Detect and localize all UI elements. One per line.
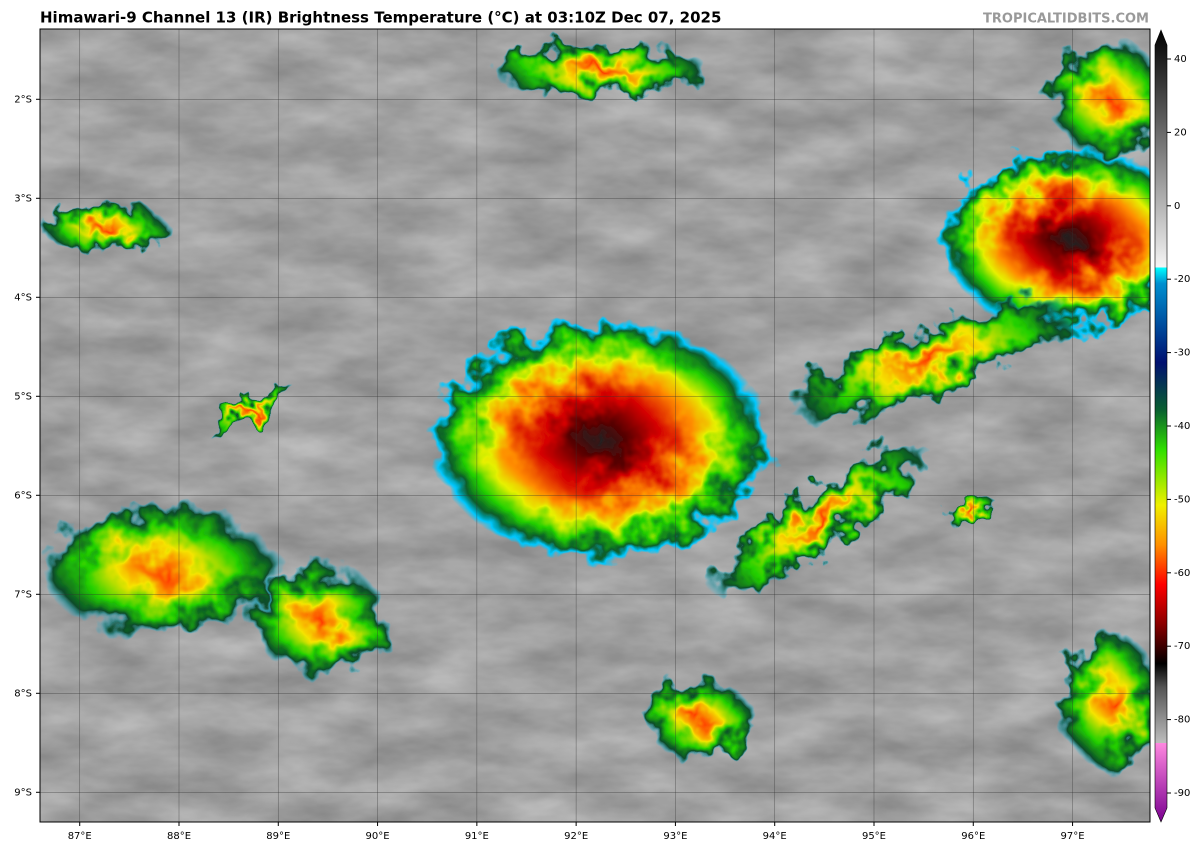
colorbar-label: -60 (1174, 568, 1190, 579)
colorbar-label: 20 (1174, 127, 1187, 138)
colorbar-label: -80 (1174, 715, 1190, 726)
x-tick-label: 87°E (68, 831, 92, 842)
watermark: TROPICALTIDBITS.COM (983, 12, 1149, 27)
y-tick-label: 6°S (14, 490, 32, 501)
colorbar-label: -50 (1174, 494, 1190, 505)
x-tick-label: 95°E (862, 831, 886, 842)
x-tick-label: 96°E (961, 831, 985, 842)
x-tick-label: 94°E (763, 831, 787, 842)
y-tick-label: 2°S (14, 94, 32, 105)
x-tick-label: 91°E (465, 831, 489, 842)
y-tick-label: 7°S (14, 589, 32, 600)
x-tick-label: 90°E (366, 831, 390, 842)
y-tick-label: 9°S (14, 787, 32, 798)
y-tick-label: 8°S (14, 688, 32, 699)
map-frame (39, 28, 1151, 823)
colorbar-label: 40 (1174, 54, 1187, 65)
x-tick-label: 88°E (167, 831, 191, 842)
colorbar-label: -90 (1174, 788, 1190, 799)
y-tick-label: 3°S (14, 193, 32, 204)
title: Himawari-9 Channel 13 (IR) Brightness Te… (40, 9, 721, 27)
colorbar-label: -20 (1174, 274, 1190, 285)
satellite-image (40, 29, 1150, 822)
colorbar (1154, 29, 1168, 823)
x-tick-label: 97°E (1061, 831, 1085, 842)
x-tick-label: 92°E (564, 831, 588, 842)
colorbar-label: 0 (1174, 201, 1180, 212)
x-tick-label: 93°E (663, 831, 687, 842)
x-tick-label: 89°E (266, 831, 290, 842)
colorbar-label: -30 (1174, 348, 1190, 359)
colorbar-label: -70 (1174, 641, 1190, 652)
y-tick-label: 4°S (14, 292, 32, 303)
graticule (40, 29, 1150, 822)
y-tick-label: 5°S (14, 391, 32, 402)
colorbar-label: -40 (1174, 421, 1190, 432)
